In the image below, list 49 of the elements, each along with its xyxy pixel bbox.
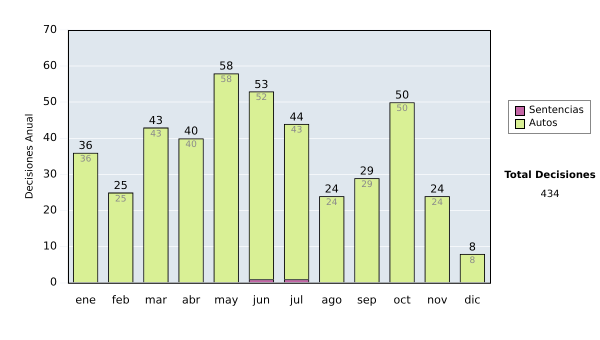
x-tick-label: sep [357, 293, 377, 306]
data-label: 24 [432, 198, 444, 208]
x-tick-label: jun [252, 293, 270, 306]
text: 434 [539, 189, 561, 200]
total-label: 40 [184, 124, 198, 138]
total-label: 24 [430, 182, 444, 196]
y-tick-label: 70 [42, 22, 57, 36]
total-label: 43 [148, 114, 163, 127]
total-label: 25 [114, 178, 128, 192]
legend-label: Autos [529, 117, 558, 130]
x-tick-label: mar [144, 293, 168, 306]
x-tick-label: abr [182, 293, 201, 306]
total-label: 8 [468, 240, 476, 254]
total-label: 36 [78, 139, 93, 152]
total-label: 53 [254, 78, 268, 91]
data-label: 58 [220, 75, 232, 86]
data-label: 43 [290, 126, 302, 136]
y-tick-label: 0 [50, 276, 57, 289]
y-tick-label: 40 [42, 131, 57, 144]
y-tick-label: 20 [42, 203, 57, 216]
legend-label: Sentencias [529, 104, 584, 117]
total-label: 29 [360, 164, 374, 178]
y-tick-label: 10 [42, 240, 57, 253]
x-tick-label: ene [75, 293, 96, 306]
x-tick-label: dic [464, 293, 480, 306]
data-label: 36 [80, 154, 92, 165]
x-tick-label: may [214, 293, 239, 306]
y-tick-label: 30 [42, 167, 57, 180]
total-label: 24 [324, 182, 339, 196]
x-tick-label: jul [289, 293, 304, 306]
y-axis-title: Decisiones Anual [24, 114, 36, 200]
x-tick-label: ago [322, 293, 342, 306]
x-tick-label: oct [394, 293, 412, 306]
y-tick-label: 60 [42, 58, 57, 72]
total-label: 50 [395, 88, 410, 102]
text: Total Decisiones [503, 170, 597, 181]
data-label: 25 [115, 194, 126, 204]
y-tick-label: 50 [42, 95, 57, 108]
data-label: 43 [150, 129, 162, 140]
data-label: 50 [396, 104, 408, 114]
total-label: 44 [290, 110, 304, 124]
total-label: 58 [219, 60, 234, 73]
x-tick-label: feb [112, 293, 130, 306]
data-label: 8 [470, 256, 476, 266]
data-label: 29 [361, 180, 373, 190]
data-label: 52 [256, 93, 268, 104]
x-tick-label: nov [427, 293, 448, 306]
data-label: 40 [185, 140, 198, 150]
data-label: 24 [326, 198, 338, 208]
